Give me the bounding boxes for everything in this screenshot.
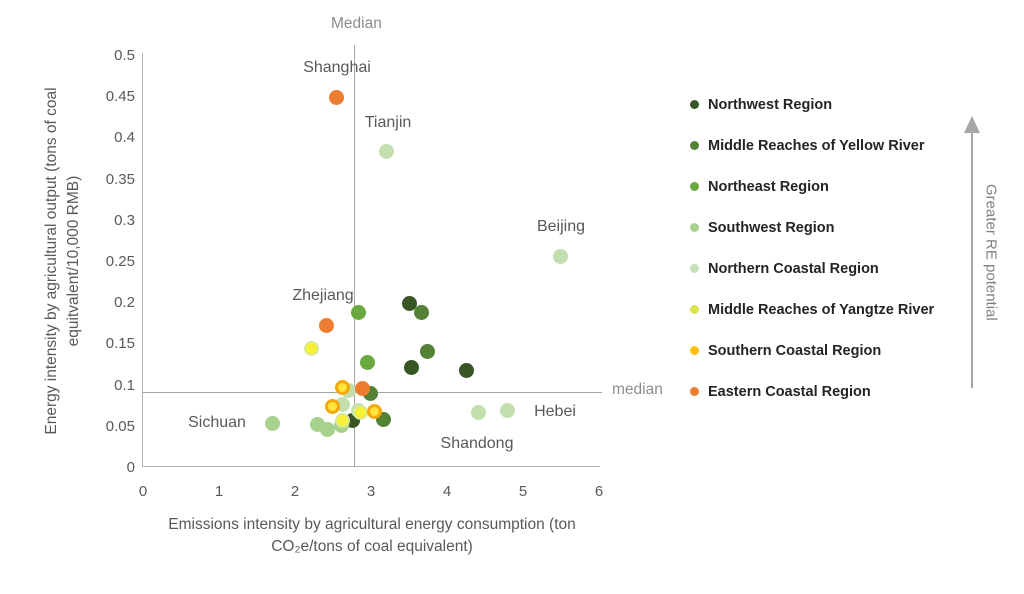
y-tick-label: 0.1 bbox=[114, 376, 135, 394]
x-tick-label: 6 bbox=[594, 483, 604, 500]
data-point bbox=[403, 359, 419, 375]
x-tick-label: 0 bbox=[138, 483, 148, 500]
point-label: Hebei bbox=[534, 403, 576, 420]
y-tick-label: 0.35 bbox=[105, 170, 135, 188]
y-tick-label: 0.45 bbox=[105, 88, 135, 106]
point-label: Zhejiang bbox=[292, 287, 354, 304]
legend-label: Southern Coastal Region bbox=[708, 342, 882, 359]
data-point bbox=[366, 404, 382, 420]
legend-item: Northwest Region bbox=[690, 84, 934, 125]
y-axis-line bbox=[142, 53, 143, 467]
data-point bbox=[328, 90, 344, 106]
data-point bbox=[320, 422, 336, 438]
y-tick-label: 0.25 bbox=[105, 253, 135, 270]
legend-label: Northwest Region bbox=[708, 96, 833, 113]
x-axis-line bbox=[142, 466, 600, 467]
x-tick-label: 3 bbox=[366, 483, 376, 500]
point-label: Shanghai bbox=[303, 59, 371, 76]
y-tick-label: 0.15 bbox=[105, 335, 135, 353]
y-tick-label: 0 bbox=[126, 459, 135, 476]
data-point bbox=[401, 296, 417, 312]
re-arrow-label: Greater RE potential bbox=[982, 183, 1000, 321]
data-point bbox=[304, 340, 320, 356]
legend-item: Southwest Region bbox=[690, 207, 934, 248]
legend-label: Eastern Coastal Region bbox=[708, 383, 871, 400]
x-tick-label: 5 bbox=[518, 483, 528, 500]
legend-swatch-icon bbox=[690, 223, 699, 232]
arrow-up-icon bbox=[964, 116, 980, 133]
data-point bbox=[459, 363, 475, 379]
x-axis-title-line2: CO₂e/tons of coal equivalent) bbox=[271, 538, 473, 555]
y-tick-label: 0.2 bbox=[114, 294, 135, 312]
legend-swatch-icon bbox=[690, 387, 699, 396]
x-axis-title: Emissions intensity by agricultural ener… bbox=[92, 514, 652, 558]
legend-item: Northern Coastal Region bbox=[690, 248, 934, 289]
legend-label: Southwest Region bbox=[708, 219, 835, 236]
y-tick-label: 0.4 bbox=[114, 129, 135, 147]
data-point bbox=[350, 305, 366, 321]
median-vline bbox=[354, 45, 356, 467]
legend-label: Middle Reaches of Yellow River bbox=[708, 137, 925, 154]
point-label: Tianjin bbox=[364, 114, 412, 131]
x-tick-label: 4 bbox=[442, 483, 452, 500]
data-point bbox=[419, 344, 435, 360]
y-tick-label: 0.5 bbox=[114, 47, 135, 64]
legend-item: Northeast Region bbox=[690, 166, 934, 207]
legend-swatch-icon bbox=[690, 264, 699, 273]
y-tick-label: 0.3 bbox=[114, 211, 135, 229]
data-point bbox=[355, 381, 371, 397]
data-point bbox=[378, 143, 394, 159]
legend-swatch-icon bbox=[690, 141, 699, 150]
legend-swatch-icon bbox=[690, 100, 699, 109]
legend-label: Northern Coastal Region bbox=[708, 260, 879, 277]
legend-swatch-icon bbox=[690, 182, 699, 191]
data-point bbox=[471, 405, 487, 421]
legend-item: Middle Reaches of Yangtze River bbox=[690, 289, 934, 330]
legend-label: Middle Reaches of Yangtze River bbox=[708, 301, 935, 318]
data-point bbox=[318, 317, 334, 333]
data-point bbox=[264, 415, 280, 431]
data-point bbox=[324, 399, 340, 415]
y-tick-label: 0.05 bbox=[105, 417, 135, 435]
legend-item: Middle Reaches of Yellow River bbox=[690, 125, 934, 166]
point-label: Beijing bbox=[536, 218, 586, 235]
y-axis-title-line1: Energy intensity by agricultural output … bbox=[43, 87, 60, 435]
median-vline-label: Median bbox=[331, 15, 382, 32]
data-point bbox=[334, 380, 350, 396]
data-point bbox=[499, 403, 515, 419]
point-label: Shandong bbox=[440, 435, 514, 452]
legend-label: Northeast Region bbox=[708, 178, 829, 195]
x-axis-title-line1: Emissions intensity by agricultural ener… bbox=[168, 516, 576, 533]
data-point bbox=[414, 304, 430, 320]
data-point bbox=[359, 354, 375, 370]
median-hline-label: median bbox=[612, 381, 663, 398]
re-arrow-line bbox=[971, 132, 973, 388]
data-point bbox=[552, 249, 568, 265]
x-tick-label: 1 bbox=[214, 483, 224, 500]
data-point bbox=[335, 412, 351, 428]
legend: Northwest Region Middle Reaches of Yellow… bbox=[690, 84, 934, 412]
legend-item: Eastern Coastal Region bbox=[690, 371, 934, 412]
legend-swatch-icon bbox=[690, 346, 699, 355]
legend-swatch-icon bbox=[690, 305, 699, 314]
x-tick-label: 2 bbox=[290, 483, 300, 500]
legend-item: Southern Coastal Region bbox=[690, 330, 934, 371]
point-label: Sichuan bbox=[188, 414, 246, 431]
data-point bbox=[352, 405, 368, 421]
